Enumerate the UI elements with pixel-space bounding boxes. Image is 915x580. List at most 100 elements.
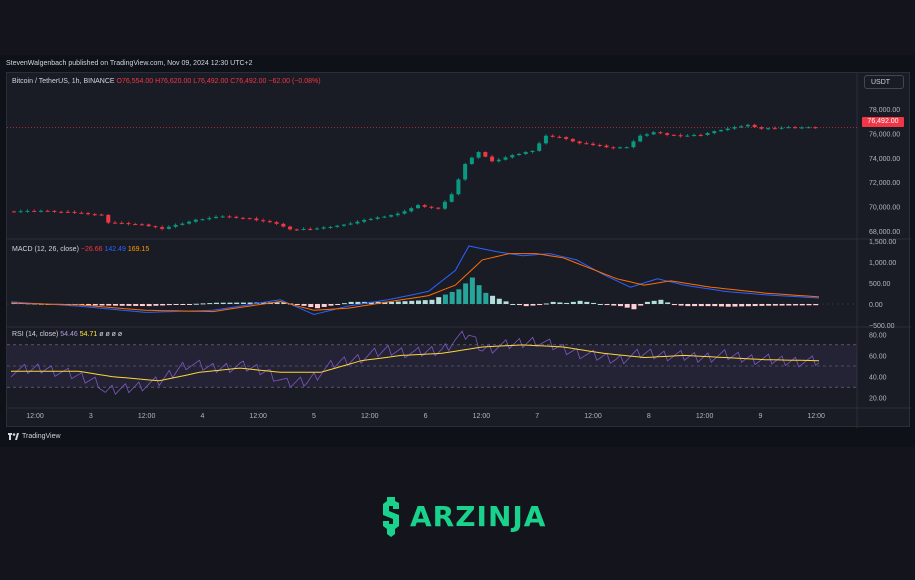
macd-histogram-bar: [739, 304, 745, 307]
macd-histogram-bar: [442, 294, 448, 304]
candle-body: [604, 145, 609, 148]
candle-body: [119, 222, 124, 224]
macd-histogram-bar: [227, 302, 233, 304]
macd-histogram-bar: [793, 304, 799, 306]
macd-histogram-bar: [133, 304, 139, 306]
macd-histogram-bar: [564, 302, 570, 304]
candle-body: [476, 152, 481, 158]
tradingview-logo[interactable]: TradingView: [8, 433, 61, 440]
candle-body: [315, 228, 319, 230]
macd-histogram-bar: [591, 302, 597, 304]
candle-body: [786, 127, 791, 129]
price-tick-label: 70,000.00: [869, 205, 900, 212]
time-tick-label: 12:00: [807, 413, 825, 420]
time-tick-label: 8: [647, 413, 651, 420]
macd-histogram-bar: [328, 304, 334, 306]
candle-body: [328, 226, 333, 228]
macd-hist-value: −26.66: [80, 246, 103, 253]
candle-body: [799, 127, 804, 129]
macd-histogram-bar: [247, 302, 253, 304]
candle-body: [402, 211, 407, 214]
candle-body: [38, 210, 43, 212]
candle-body: [375, 217, 380, 219]
macd-histogram-bar: [382, 301, 388, 304]
candle-body: [719, 130, 723, 132]
macd-histogram-bar: [644, 301, 650, 304]
candle-body: [490, 156, 495, 162]
macd-histogram-bar: [153, 304, 159, 306]
macd-histogram-bar: [207, 303, 213, 305]
candle-body: [335, 225, 340, 227]
macd-histogram-bar: [429, 299, 435, 304]
macd-histogram-bar: [341, 303, 347, 305]
currency-button[interactable]: USDT: [864, 75, 904, 89]
candle-body: [133, 224, 138, 226]
candle-body: [564, 137, 569, 139]
macd-histogram-bar: [685, 304, 691, 307]
macd-histogram-bar: [638, 304, 644, 306]
candle-body: [624, 147, 629, 149]
candle-body: [685, 135, 690, 137]
macd-histogram-bar: [335, 304, 341, 305]
candle-body: [543, 135, 548, 144]
price-tick-label: 72,000.00: [869, 180, 900, 187]
macd-histogram-bar: [180, 304, 186, 305]
rsi-tick-label: 40.00: [869, 375, 887, 382]
candle-body: [779, 127, 784, 129]
macd-histogram-bar: [712, 304, 718, 307]
macd-histogram-bar: [490, 295, 496, 304]
macd-histogram-bar: [624, 304, 630, 308]
candle-body: [584, 143, 589, 145]
macd-histogram-bar: [355, 301, 361, 304]
macd-histogram-bar: [301, 304, 307, 306]
rsi-extra: ø ø ø ø: [99, 331, 123, 338]
macd-histogram-bar: [719, 304, 724, 307]
macd-histogram-bar: [503, 301, 509, 304]
macd-histogram-bar: [496, 298, 502, 304]
candle-body: [725, 128, 730, 131]
macd-histogram-bar: [597, 304, 603, 305]
candle-body: [274, 222, 279, 224]
chart-svg[interactable]: 68,000.00 70,000.00 72,000.00 74,000.00 76,0…: [7, 73, 911, 428]
candle-body: [772, 128, 777, 130]
candle-body: [18, 211, 23, 213]
candle-body: [281, 223, 286, 227]
time-tick-label: 12:00: [26, 413, 44, 420]
candle-body: [321, 227, 326, 229]
macd-histogram-bar: [483, 292, 489, 304]
macd-histogram-bar: [146, 304, 152, 307]
signal-line: [10, 253, 820, 313]
candle-body: [32, 210, 37, 212]
candle-body: [638, 135, 643, 142]
candle-body: [422, 205, 427, 207]
chart-area[interactable]: 68,000.00 70,000.00 72,000.00 74,000.00 76,0…: [6, 72, 911, 428]
candle-body: [288, 226, 293, 230]
candle-body: [550, 135, 555, 137]
candle-body: [301, 228, 306, 230]
macd-histogram-bar: [274, 302, 280, 304]
macd-histogram-bar: [584, 301, 590, 304]
macd-histogram-bar: [570, 301, 576, 304]
macd-histogram-bar: [368, 301, 374, 304]
macd-histogram-bar: [449, 291, 455, 304]
macd-histogram-bar: [678, 304, 684, 306]
macd-histogram-bar: [692, 304, 698, 307]
candle-body: [294, 229, 299, 231]
candle-body: [597, 145, 602, 147]
macd-histogram-bar: [550, 301, 556, 304]
macd-histogram-bar: [806, 304, 812, 306]
candle-body: [92, 214, 97, 216]
price-tick-label: 78,000.00: [869, 107, 900, 114]
close-value: C76,492.00: [230, 78, 267, 85]
macd-histogram-bar: [523, 304, 529, 307]
tradingview-icon: [8, 433, 19, 440]
candle-body: [25, 210, 30, 212]
candle-body: [341, 224, 346, 226]
time-tick-label: 12:00: [249, 413, 267, 420]
candle-body: [442, 201, 447, 209]
time-tick-label: 9: [758, 413, 762, 420]
macd-histogram-bar: [187, 304, 193, 305]
candle-body: [180, 223, 185, 225]
macd-histogram-bar: [799, 304, 805, 306]
candle-body: [631, 141, 636, 148]
